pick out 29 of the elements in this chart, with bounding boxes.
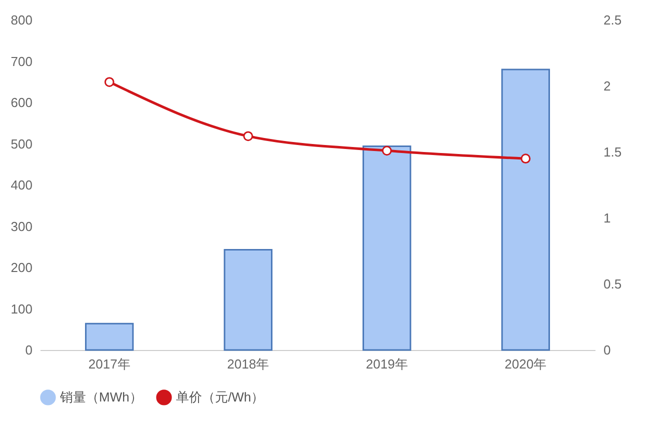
y2-tick-label: 0 (604, 342, 611, 358)
y2-tick-label: 0.5 (604, 276, 622, 292)
y-tick-label: 500 (10, 136, 32, 152)
y2-tick-label: 2 (604, 78, 611, 94)
y-tick-label: 0 (25, 342, 32, 358)
bar (362, 145, 412, 351)
y2-tick-label: 2.5 (604, 12, 622, 28)
y-tick-label: 200 (10, 260, 32, 275)
point (382, 146, 392, 156)
legend-label: 单价（元/Wh） (176, 389, 264, 404)
bar (501, 68, 550, 351)
y-tick-label: 600 (10, 95, 32, 110)
x-tick-label: 2020年 (504, 356, 547, 372)
y2-tick-label: 1.5 (604, 144, 622, 160)
y-tick-label: 100 (10, 301, 32, 316)
y-tick-label: 800 (10, 12, 32, 28)
point (243, 131, 254, 142)
x-tick-label: 2018年 (227, 356, 270, 372)
y2-tick-label: 1 (604, 210, 611, 226)
bar (85, 322, 134, 351)
x-tick-label: 2017年 (88, 356, 130, 372)
point (104, 77, 114, 87)
legend-label: 销量（MWh） (59, 389, 142, 404)
point (520, 154, 531, 164)
bar (224, 249, 272, 351)
y-tick-label: 700 (10, 54, 32, 69)
x-tick-label: 2019年 (366, 356, 408, 372)
y-tick-label: 400 (10, 178, 32, 192)
y-tick-label: 300 (10, 218, 32, 234)
